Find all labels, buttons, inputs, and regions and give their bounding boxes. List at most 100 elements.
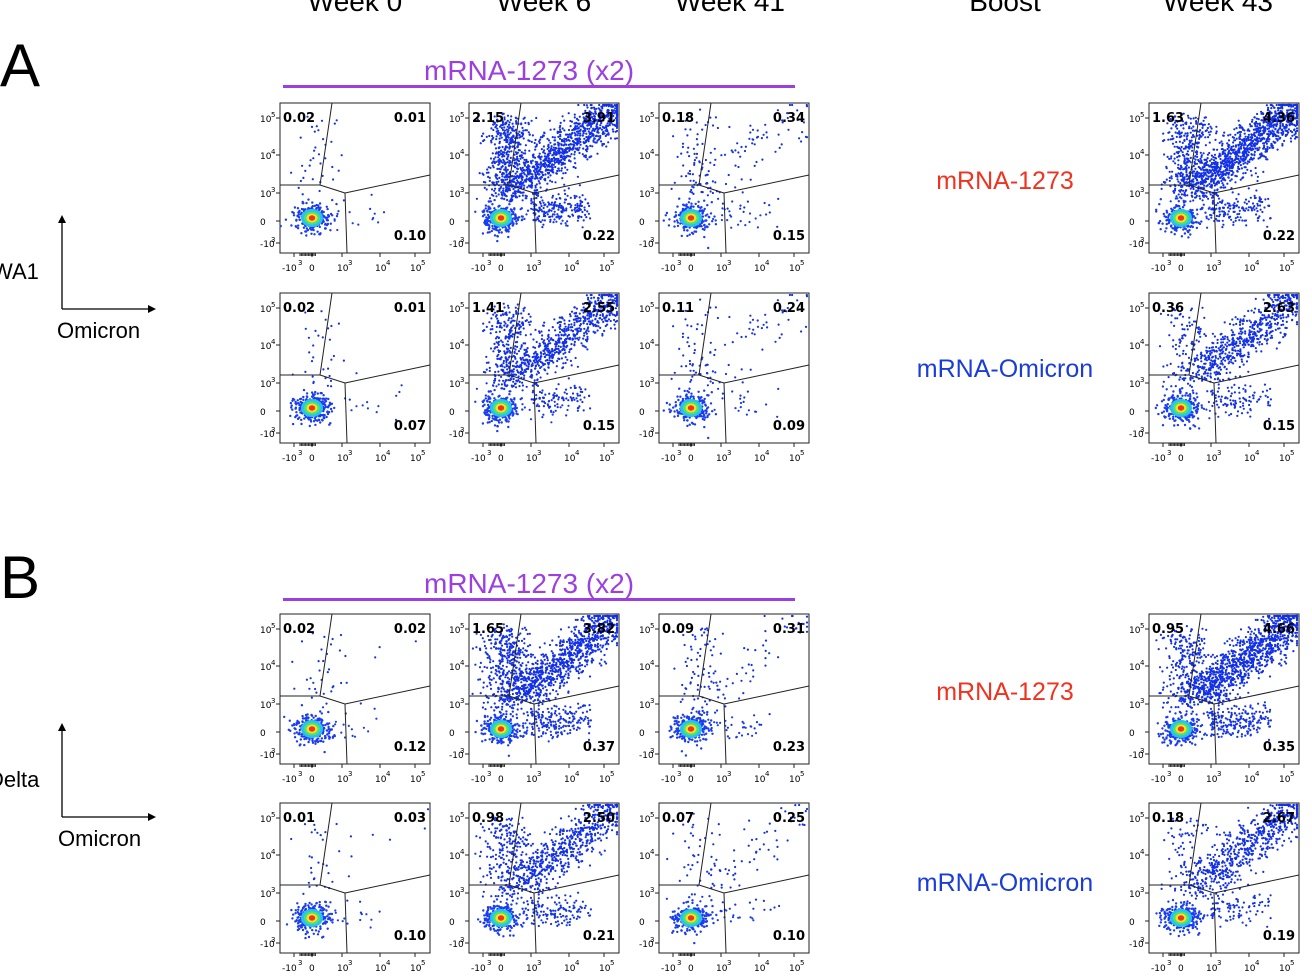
svg-text:3: 3 — [677, 259, 681, 267]
quadrant-bottom-right-value: 0.15 — [1262, 419, 1295, 434]
svg-text:4: 4 — [575, 259, 580, 267]
flow-plot-a-r2-c2: 10 5 10 4 10 3 0 -10 3 -10 3 0 10 3 10 4 10 5 1.41 2.55 0.15 — [441, 291, 621, 466]
panel-letter-a: A — [0, 32, 41, 99]
density-core — [301, 909, 323, 927]
quadrant-bottom-right-value: 0.07 — [393, 419, 426, 434]
axis-ticks — [655, 817, 795, 957]
quadrant-bottom-right-value: 0.22 — [1262, 229, 1295, 244]
plot-frame — [468, 292, 620, 444]
quadrant-top-right-value: 4.66 — [1262, 622, 1295, 637]
density-core — [680, 720, 702, 738]
svg-text:10: 10 — [410, 264, 422, 274]
column-header-week-41: Week 41 — [675, 0, 785, 17]
axis-ticks — [276, 307, 416, 447]
quadrant-bottom-right-value: 0.23 — [772, 740, 805, 755]
svg-text:10: 10 — [639, 115, 651, 125]
svg-text:3: 3 — [460, 186, 464, 194]
axis-ticks — [1145, 817, 1285, 957]
density-core — [1170, 909, 1192, 927]
svg-text:10: 10 — [375, 264, 387, 274]
svg-text:-10: -10 — [1129, 240, 1144, 250]
svg-text:0: 0 — [449, 218, 455, 228]
svg-text:3: 3 — [271, 186, 275, 194]
svg-text:0: 0 — [260, 218, 266, 228]
flow-plot-a-r2-c4: 10 5 10 4 10 3 0 -10 3 -10 3 0 10 3 10 4 10 5 0.36 2.63 0.15 — [1121, 291, 1301, 466]
density-core — [301, 209, 323, 227]
svg-text:0: 0 — [1129, 218, 1135, 228]
quadrant-gates — [280, 102, 431, 254]
axis-ticks — [276, 628, 416, 768]
quadrant-top-right-value: 2.63 — [1262, 301, 1295, 316]
density-core — [490, 209, 512, 227]
axis-arrows-a — [58, 215, 156, 313]
axis-ticks — [465, 628, 605, 768]
quadrant-bottom-right-value: 0.10 — [393, 229, 426, 244]
flow-plot-a-r2-c1: 10 5 10 4 10 3 0 -10 3 -10 3 0 10 3 10 4 10 5 0.02 0.01 0.07 — [252, 291, 432, 466]
quadrant-top-left-value: 0.95 — [1152, 622, 1185, 637]
flow-plot-b-r1-c1: 10 5 10 4 10 3 0 -10 3 -10 3 0 10 3 10 4 10 5 0.02 0.02 0.12 — [252, 612, 432, 787]
axis-ticks — [465, 117, 605, 257]
density-core — [490, 909, 512, 927]
quadrant-gates — [659, 613, 810, 765]
flow-plot-b-r2-c2: 10 5 10 4 10 3 0 -10 3 -10 3 0 10 3 10 4 10 5 0.98 2.50 0.21 — [441, 801, 621, 976]
quadrant-gates — [1149, 102, 1300, 254]
quadrant-gates — [280, 802, 431, 954]
svg-text:10: 10 — [1279, 264, 1291, 274]
axis-ticks — [465, 307, 605, 447]
quadrant-top-left-value: 0.18 — [662, 111, 695, 126]
quadrant-top-left-value: 1.65 — [472, 622, 505, 637]
quadrant-top-left-value: 0.11 — [662, 301, 695, 316]
svg-text:5: 5 — [650, 111, 654, 119]
svg-text:-10: -10 — [260, 240, 275, 250]
axis-ticks — [655, 307, 795, 447]
flow-plot-b-r2-c4: 10 5 10 4 10 3 0 -10 3 -10 3 0 10 3 10 4 10 5 0.18 2.67 0.19 — [1121, 801, 1301, 976]
quadrant-bottom-right-value: 0.19 — [1262, 929, 1295, 944]
svg-text:4: 4 — [460, 148, 465, 156]
scatter-points — [1155, 803, 1299, 938]
quadrant-gates — [659, 102, 810, 254]
column-header-boost: Boost — [969, 0, 1041, 17]
flow-plot-a-r2-c3: 10 5 10 4 10 3 0 -10 3 -10 3 0 10 3 10 4 10 5 0.11 0.24 0.09 — [631, 291, 811, 466]
panel-letter-b: B — [0, 544, 41, 611]
svg-text:10: 10 — [639, 152, 651, 162]
quadrant-top-left-value: 0.07 — [662, 811, 695, 826]
svg-text:5: 5 — [610, 259, 614, 267]
quadrant-top-left-value: 0.18 — [1152, 811, 1185, 826]
density-core — [301, 720, 323, 738]
quadrant-top-right-value: 2.67 — [1262, 811, 1295, 826]
svg-text:10: 10 — [599, 264, 611, 274]
svg-text:3: 3 — [271, 236, 275, 244]
quadrant-gates — [1149, 802, 1300, 954]
axis-ticks — [465, 817, 605, 957]
flow-plot-a-r1-c1: 10 5 10 4 10 3 0 -10 3 -10 3 0 10 3 10 4 10 5 0.02 0.01 0.10 — [252, 101, 432, 276]
density-core — [1170, 720, 1192, 738]
svg-text:10: 10 — [1129, 115, 1141, 125]
svg-text:3: 3 — [650, 236, 654, 244]
svg-text:5: 5 — [1140, 111, 1144, 119]
svg-text:3: 3 — [1140, 236, 1144, 244]
quadrant-top-left-value: 0.09 — [662, 622, 695, 637]
column-header-week-6: Week 6 — [496, 0, 592, 17]
quadrant-top-right-value: 0.01 — [393, 301, 426, 316]
plot-frame — [658, 802, 810, 954]
quadrant-bottom-right-value: 0.10 — [393, 929, 426, 944]
quadrant-top-right-value: 0.01 — [393, 111, 426, 126]
svg-text:10: 10 — [260, 152, 272, 162]
